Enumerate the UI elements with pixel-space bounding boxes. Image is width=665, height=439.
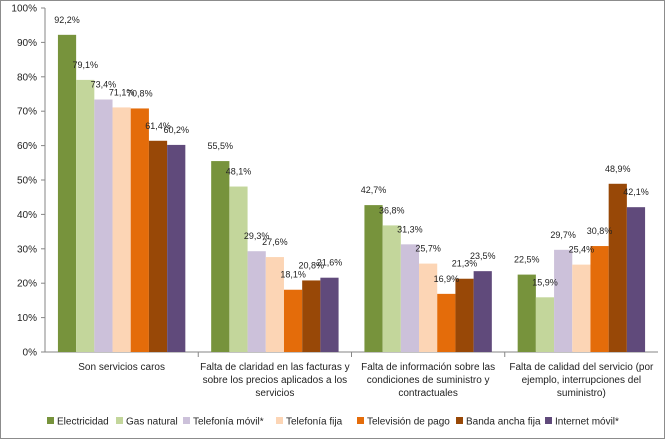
data-label: 27,6% [262,237,288,247]
bar [76,79,95,353]
bar [148,140,168,352]
data-label: 79,1% [72,60,98,70]
y-tick-label: 80% [17,72,37,83]
data-label: 22,5% [514,255,540,265]
category-label: suministro) [557,388,606,399]
y-tick-label: 50% [17,176,37,187]
category-label: Falta de claridad en las facturas y [200,362,350,373]
y-tick-label: 70% [17,107,37,118]
data-label: 21,6% [317,258,343,268]
bar [437,293,456,352]
bar [554,249,573,352]
legend-swatch [545,417,552,424]
data-label: 42,7% [361,185,387,195]
bars [57,34,646,353]
y-tick-label: 30% [17,244,37,255]
legend-label: Televisión de pago [367,417,450,428]
data-label: 36,8% [379,205,405,215]
category-label: sobre los precios aplicados a los [203,375,348,386]
data-label: 70,8% [127,88,153,98]
bar [626,207,646,352]
y-tick-label: 0% [23,348,38,359]
bar [535,297,555,352]
bar [419,263,438,352]
data-label: 21,3% [452,259,478,269]
y-tick-label: 60% [17,141,37,152]
bar [455,278,474,352]
data-label: 60,2% [163,125,189,135]
legend-label: Internet móvil* [555,417,619,428]
legend-swatch [276,417,283,424]
bar [382,225,401,352]
data-label: 31,3% [397,224,423,234]
bar [320,277,339,352]
data-label: 29,3% [244,231,270,241]
data-label: 29,7% [550,230,576,240]
bar [608,183,627,352]
bar [302,280,321,352]
bar [167,144,186,352]
bar [590,246,609,352]
legend-label: Banda ancha fija [466,417,541,428]
bar [57,34,77,352]
bar [112,107,131,352]
data-label: 18,1% [280,270,306,280]
data-label: 30,8% [587,226,613,236]
category-label: Falta de calidad del servicio (por [509,362,654,373]
data-label: 92,2% [54,15,80,25]
bar [400,244,420,352]
data-label: 25,4% [569,245,595,255]
data-label: 25,7% [415,244,441,254]
bar [283,289,303,352]
legend-swatch [116,417,123,424]
category-labels: Son servicios caros Falta de claridad en … [78,362,654,399]
data-label: 73,4% [91,80,117,90]
category-label: ejemplo, interrupciones del [522,375,642,386]
data-label: 48,1% [226,167,252,177]
legend-swatch [357,417,364,424]
bar [473,271,492,352]
bar [517,274,536,352]
bar [364,205,383,352]
data-label: 61,4% [145,121,171,131]
category-label: servicios [255,388,294,399]
bar [229,186,248,352]
data-labels: 92,2% 79,1% 73,4%71,1%70,8% 61,4%60,2% 55,5%… [54,15,648,287]
data-label: 16,9% [434,274,460,284]
data-label: 42,1% [623,187,649,197]
y-tick-label: 40% [17,210,37,221]
data-label: 20,8% [299,260,325,270]
legend-swatch [456,417,463,424]
legend-label: Telefonía fija [286,417,343,428]
category-label: Son servicios caros [78,362,165,373]
bar [211,161,230,352]
bar [247,251,266,352]
data-label: 23,5% [470,251,496,261]
bar [130,108,149,352]
category-label: condiciones de suministro y [367,375,490,386]
y-tick-label: 10% [17,313,37,324]
bar [94,99,113,352]
category-label: contractuales [398,388,457,399]
data-label: 15,9% [532,277,558,287]
y-tick-label: 90% [17,38,37,49]
legend-swatch [183,417,190,424]
data-label: 55,5% [208,141,234,151]
bar [572,264,591,352]
legend-label: Electricidad [57,417,109,428]
data-label: 48,9% [605,164,631,174]
legend: Electricidad Gas natural Telefonía móvil* T… [47,417,619,428]
legend-label: Gas natural [126,417,178,428]
legend-label: Telefonía móvil* [193,417,264,428]
category-label: Falta de información sobre las [361,362,495,373]
data-label: 71,1% [109,87,135,97]
bar [265,257,284,352]
legend-swatch [47,417,54,424]
y-tick-label: 20% [17,279,37,290]
y-tick-label: 100% [11,4,37,15]
